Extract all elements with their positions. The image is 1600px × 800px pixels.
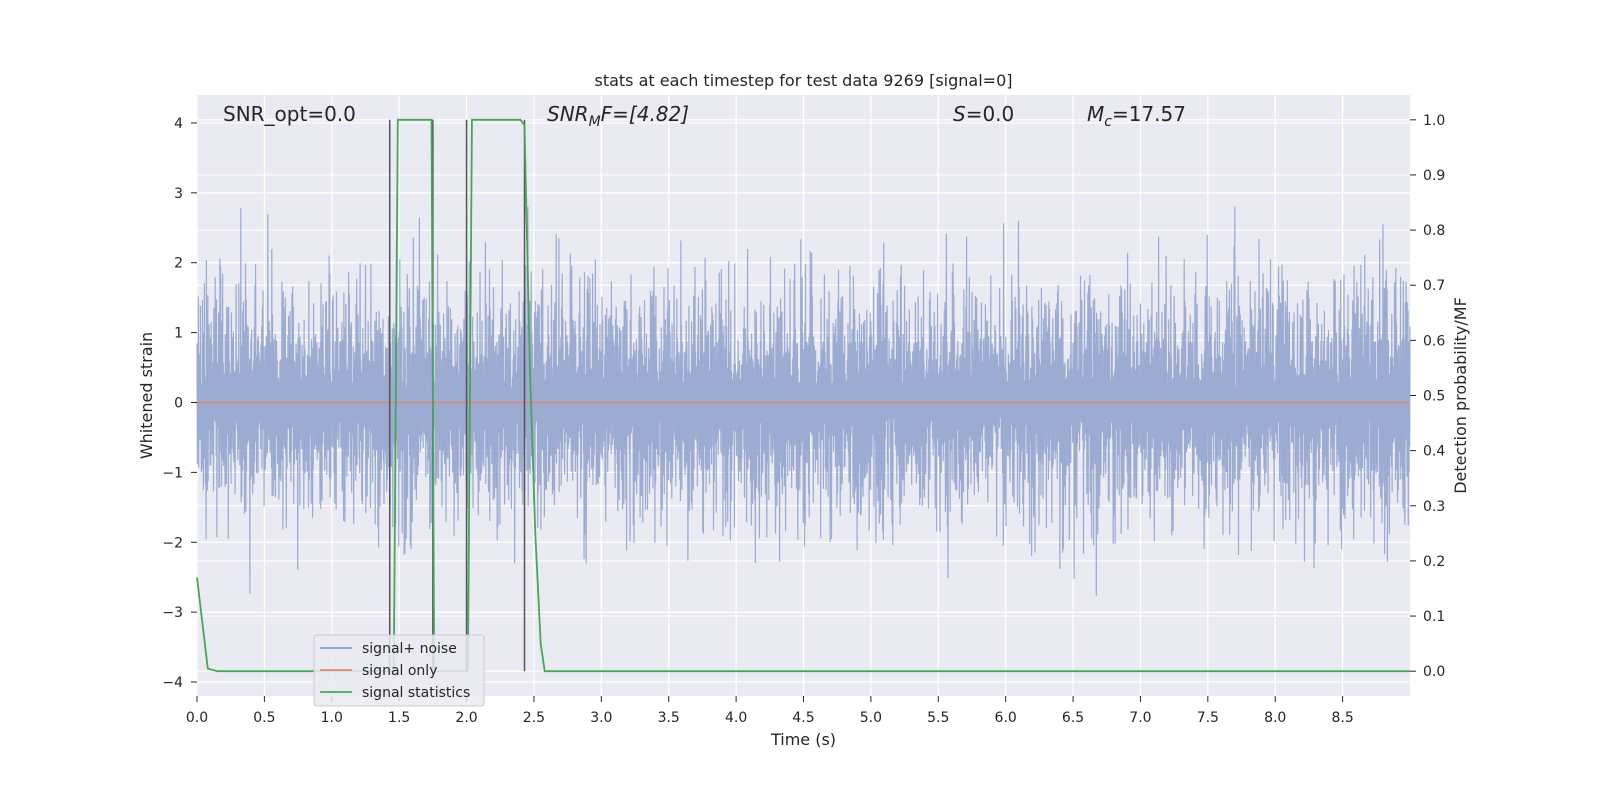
y-left-tick-label: 4 <box>174 116 183 132</box>
x-tick-label: 6.5 <box>1062 710 1084 726</box>
x-tick-label: 6.0 <box>995 710 1017 726</box>
annotation-mc-sub: c <box>1104 114 1112 130</box>
annotation-snr-mf-rest: F=[4.82] <box>601 102 689 126</box>
signal-noise-series <box>196 206 1411 596</box>
y-right-tick-label: 0.3 <box>1423 499 1445 515</box>
y-left-tick-label: 2 <box>174 256 183 272</box>
x-tick-label: 4.5 <box>792 710 814 726</box>
x-tick-label: 8.5 <box>1331 710 1353 726</box>
y-axis-left-label: Whitened strain <box>137 332 156 459</box>
x-tick-label: 7.5 <box>1197 710 1219 726</box>
y-left-tick-label: 0 <box>174 395 183 411</box>
y-right-tick-label: 0.4 <box>1423 444 1445 460</box>
x-tick-label: 4.0 <box>725 710 747 726</box>
y-left-tick-label: 3 <box>174 186 183 202</box>
x-tick-label: 2.0 <box>455 710 477 726</box>
y-right-tick-label: 1.0 <box>1423 113 1445 129</box>
y-left-tick-label: −4 <box>162 675 183 691</box>
x-axis-label: Time (s) <box>770 730 836 749</box>
annotation-snr-mf: SNRMF=[4.82] <box>547 102 689 130</box>
x-tick-label: 8.0 <box>1264 710 1286 726</box>
y-left-tick-label: −1 <box>162 465 183 481</box>
x-tick-label: 0.5 <box>253 710 275 726</box>
y-right-tick-label: 0.1 <box>1423 609 1445 625</box>
x-tick-label: 0.0 <box>186 710 208 726</box>
chart-title: stats at each timestep for test data 926… <box>594 71 1012 90</box>
annotation-snr-mf-sub: M <box>589 114 601 130</box>
annotation-s-base: S <box>953 102 966 126</box>
x-tick-label: 5.0 <box>860 710 882 726</box>
annotation-snr-mf-base: SNR <box>547 102 589 126</box>
x-tick-label: 5.5 <box>927 710 949 726</box>
y-left-tick-label: 1 <box>174 326 183 342</box>
tick-labels: 0.0 0.5 1.0 1.5 2.0 2.5 3.0 3.5 4.0 4.5 5.0 5.5 6.0 6… <box>162 113 1445 726</box>
legend: signal+ noise signal only signal statist… <box>313 634 485 707</box>
legend-box <box>313 634 485 707</box>
annotation-mc-base: M <box>1087 102 1104 126</box>
annotation-s: S=0.0 <box>953 102 1014 126</box>
y-right-tick-label: 0.0 <box>1423 664 1445 680</box>
annotation-s-rest: =0.0 <box>966 102 1015 126</box>
legend-entry-noise: signal+ noise <box>362 641 457 657</box>
y-right-tick-label: 0.8 <box>1423 223 1445 239</box>
y-left-tick-label: −2 <box>162 535 183 551</box>
noise-line <box>196 206 1411 596</box>
annotation-mc: Mc=17.57 <box>1087 102 1186 130</box>
y-axis-right-label: Detection probability/MF <box>1451 297 1470 494</box>
x-tick-label: 1.5 <box>388 710 410 726</box>
x-tick-label: 2.5 <box>523 710 545 726</box>
y-right-tick-label: 0.7 <box>1423 278 1445 294</box>
y-right-tick-label: 0.2 <box>1423 554 1445 570</box>
x-tick-label: 1.0 <box>321 710 343 726</box>
legend-entry-signal: signal only <box>362 663 437 679</box>
x-tick-label: 7.0 <box>1129 710 1151 726</box>
y-right-tick-label: 0.9 <box>1423 168 1445 184</box>
legend-entry-stats: signal statistics <box>362 685 470 701</box>
annotation-snr-opt: SNR_opt=0.0 <box>223 102 356 126</box>
y-left-tick-label: −3 <box>162 605 183 621</box>
annotation-mc-rest: =17.57 <box>1112 102 1186 126</box>
y-right-tick-label: 0.5 <box>1423 389 1445 405</box>
x-tick-label: 3.0 <box>590 710 612 726</box>
x-tick-label: 3.5 <box>658 710 680 726</box>
y-right-tick-label: 0.6 <box>1423 333 1445 349</box>
